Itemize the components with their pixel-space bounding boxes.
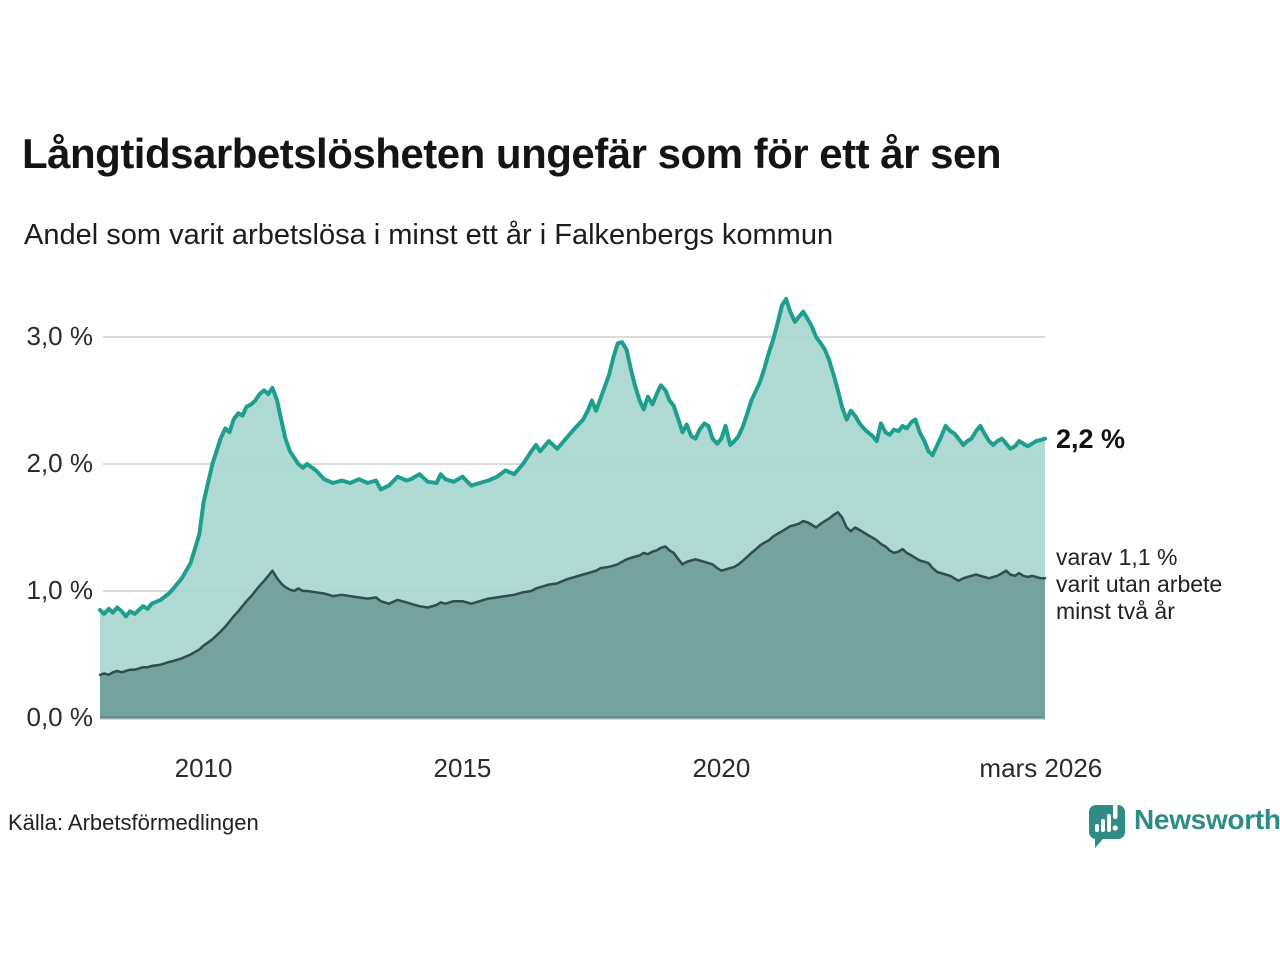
latest-value-label: 2,2 % (1056, 424, 1126, 454)
page-title: Långtidsarbetslösheten ungefär som för e… (22, 130, 1002, 177)
y-tick-label: 3,0 % (26, 321, 94, 351)
sub-annotation-line-1: varav 1,1 % (1056, 544, 1178, 570)
line-unemployed-1yr (98, 296, 1047, 619)
x-tick-label: mars 2026 (979, 753, 1103, 783)
newsworthy-logo[interactable]: Newsworthy (1086, 800, 1280, 850)
x-tick-label: 2010 (174, 753, 233, 783)
area-unemployed-2yr (100, 512, 1045, 718)
x-tick-label: 2015 (433, 753, 492, 783)
line-unemployed-2yr (98, 511, 1047, 677)
sub-annotation: varav 1,1 % varit utan arbete minst två … (1056, 544, 1222, 625)
source-credit: Källa: Arbetsförmedlingen (8, 810, 259, 835)
newsworthy-wordmark: Newsworthy (1134, 804, 1280, 835)
x-tick-label: 2020 (692, 753, 751, 783)
y-tick-label: 2,0 % (26, 448, 94, 478)
sub-annotation-line-3: minst två år (1056, 598, 1175, 624)
sub-annotation-line-2: varit utan arbete (1056, 571, 1223, 597)
chart-subtitle: Andel som varit arbetslösa i minst ett å… (24, 219, 834, 251)
newsworthy-bubble-chart-icon (1088, 802, 1125, 848)
y-tick-label: 0,0 % (26, 702, 94, 732)
y-tick-label: 1,0 % (26, 575, 94, 605)
